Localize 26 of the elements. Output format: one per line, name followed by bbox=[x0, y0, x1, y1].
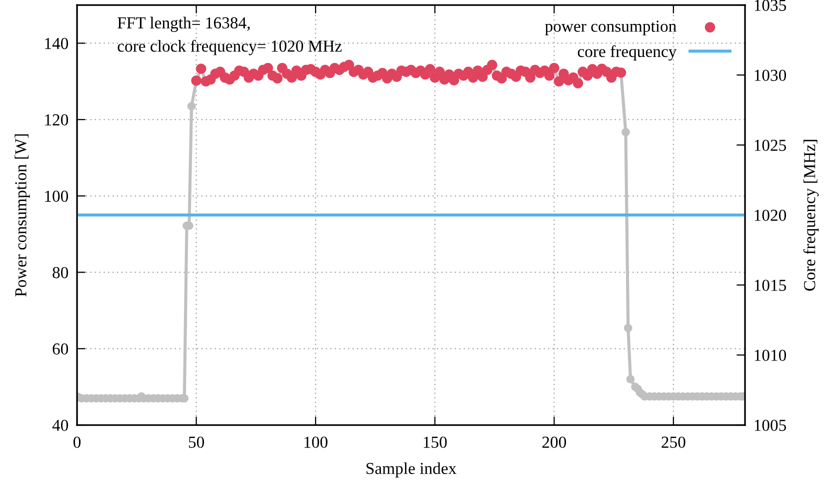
y2-tick-label: 1020 bbox=[754, 210, 786, 221]
annotation: core clock frequency= 1020 MHz bbox=[118, 40, 342, 56]
y2-tick-label: 1025 bbox=[754, 140, 786, 151]
x-tick-label: 200 bbox=[542, 436, 566, 448]
x-tick-label: 50 bbox=[188, 436, 204, 448]
x-tick-label: 100 bbox=[304, 436, 328, 448]
y2-axis-title: Core frequency [MHz] bbox=[803, 140, 819, 291]
x-tick-label: 0 bbox=[73, 436, 81, 448]
y2-tick-label: 1030 bbox=[754, 70, 786, 81]
y2-tick-label: 1035 bbox=[754, 0, 786, 11]
y-tick-label: 140 bbox=[45, 38, 68, 50]
y2-tick-label: 1005 bbox=[754, 420, 786, 431]
y2-tick-label: 1015 bbox=[754, 280, 786, 291]
legend-label: core frequency bbox=[578, 45, 677, 61]
annotation: FFT length= 16384, bbox=[118, 16, 250, 32]
y-tick-label: 100 bbox=[45, 190, 68, 202]
y-tick-label: 120 bbox=[45, 114, 68, 126]
y-tick-label: 40 bbox=[52, 420, 68, 431]
y2-tick-label: 1010 bbox=[754, 350, 786, 361]
x-axis-title: Sample index bbox=[366, 462, 456, 478]
y-tick-label: 60 bbox=[52, 343, 68, 355]
x-tick-label: 150 bbox=[424, 436, 447, 448]
x-tick-label: 250 bbox=[662, 436, 686, 448]
y-tick-label: 80 bbox=[52, 266, 68, 278]
y-axis-title: Power consumption [W] bbox=[14, 134, 30, 296]
legend-label: power consumption bbox=[545, 20, 676, 36]
